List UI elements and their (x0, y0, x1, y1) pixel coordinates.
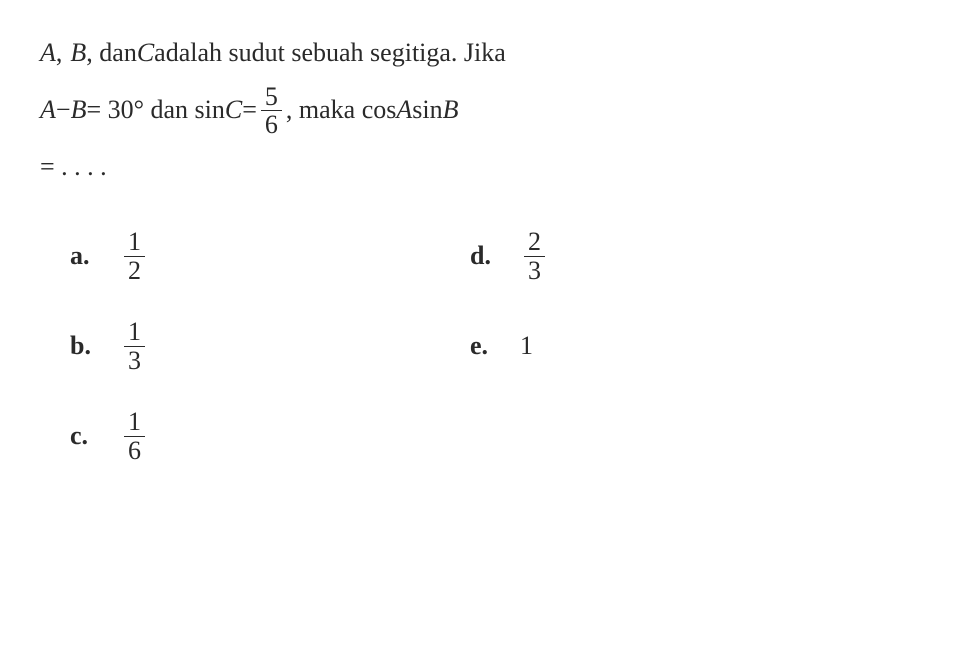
equals-blank: = . . . . (40, 144, 107, 191)
var-c: C (225, 87, 242, 134)
option-label-e: e. (470, 331, 520, 361)
options-column-2: d. 2 3 e. 1 (470, 211, 770, 481)
text: , (56, 30, 63, 77)
numerator: 1 (124, 318, 145, 345)
options-column-1: a. 1 2 b. 1 3 c. 1 6 (70, 211, 470, 481)
denominator: 6 (124, 436, 145, 464)
option-e: e. 1 (470, 301, 770, 391)
var-b: B (443, 87, 459, 134)
var-a: A (40, 87, 56, 134)
text: , maka cos (286, 87, 396, 134)
option-label-b: b. (70, 331, 120, 361)
option-e-value: 1 (520, 331, 533, 361)
var-b: B (70, 30, 86, 77)
var-b: B (71, 87, 87, 134)
var-a: A (40, 30, 56, 77)
option-c-fraction: 1 6 (124, 408, 145, 464)
option-b-fraction: 1 3 (124, 318, 145, 374)
text: sin (412, 87, 442, 134)
denominator: 3 (124, 346, 145, 374)
question-line-2: A − B = 30° dan sin C = 5 6 , maka cos A… (40, 83, 921, 139)
numerator: 1 (124, 228, 145, 255)
option-b: b. 1 3 (70, 301, 470, 391)
numerator: 5 (261, 83, 282, 110)
denominator: 3 (524, 256, 545, 284)
question-block: A , B , dan C adalah sudut sebuah segiti… (40, 30, 921, 191)
option-label-c: c. (70, 421, 120, 451)
option-a-fraction: 1 2 (124, 228, 145, 284)
text: − (56, 87, 71, 134)
question-line-1: A , B , dan C adalah sudut sebuah segiti… (40, 30, 921, 77)
numerator: 2 (524, 228, 545, 255)
text: , dan (86, 30, 137, 77)
text: adalah sudut sebuah segitiga. Jika (154, 30, 506, 77)
var-c: C (137, 30, 154, 77)
option-label-a: a. (70, 241, 120, 271)
text: = (242, 87, 257, 134)
numerator: 1 (124, 408, 145, 435)
fraction-5-6: 5 6 (261, 83, 282, 139)
var-a: A (396, 87, 412, 134)
options-block: a. 1 2 b. 1 3 c. 1 6 d. 2 3 (40, 211, 921, 481)
option-a: a. 1 2 (70, 211, 470, 301)
option-d: d. 2 3 (470, 211, 770, 301)
text: = 30° dan sin (86, 87, 224, 134)
option-c: c. 1 6 (70, 391, 470, 481)
denominator: 6 (261, 110, 282, 138)
option-d-fraction: 2 3 (524, 228, 545, 284)
denominator: 2 (124, 256, 145, 284)
option-label-d: d. (470, 241, 520, 271)
question-line-3: = . . . . (40, 144, 921, 191)
